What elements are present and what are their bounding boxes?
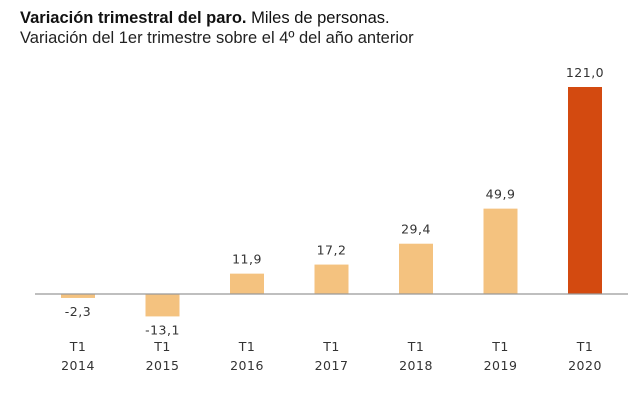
- bar-2014: [61, 294, 95, 298]
- chart-title-bold: Variación trimestral del paro.: [20, 9, 247, 27]
- x-tick-labels-group: T1 2014 T1 2015 T1 2016 T1 2017 T1 2018 T1 2019 T1 20…: [61, 339, 602, 373]
- value-label-2017: 17,2: [317, 243, 347, 258]
- x-tick-quarter-2015: T1: [153, 339, 171, 354]
- value-label-2014: -2,3: [65, 304, 91, 319]
- chart-title-units: Miles de personas.: [251, 9, 390, 27]
- x-tick-year-2019: 2019: [484, 358, 518, 373]
- bar-2016: [230, 273, 264, 294]
- x-tick-quarter-2014: T1: [69, 339, 87, 354]
- chart-subtitle: Variación del 1er trimestre sobre el 4º …: [20, 29, 414, 47]
- value-label-2019: 49,9: [486, 187, 516, 202]
- bar-2017: [314, 264, 349, 294]
- value-label-2018: 29,4: [401, 222, 431, 237]
- x-tick-quarter-2020: T1: [576, 339, 594, 354]
- x-tick-quarter-2017: T1: [322, 339, 340, 354]
- bar-2019: [483, 208, 518, 294]
- value-label-2015: -13,1: [145, 322, 180, 337]
- x-tick-quarter-2019: T1: [491, 339, 509, 354]
- value-label-2016: 11,9: [232, 252, 262, 267]
- bars-group: [61, 87, 602, 317]
- x-tick-year-2014: 2014: [61, 358, 95, 373]
- x-tick-year-2016: 2016: [230, 358, 264, 373]
- bar-2015: [145, 294, 180, 317]
- bar-2018: [399, 243, 433, 294]
- x-tick-year-2017: 2017: [315, 358, 349, 373]
- value-label-2020: 121,0: [566, 65, 604, 80]
- x-tick-year-2020: 2020: [568, 358, 602, 373]
- chart-title: Variación trimestral del paro. Miles de …: [20, 8, 390, 28]
- value-labels-group: -2,3 -13,1 11,9 17,2 29,4 49,9 121,0: [65, 65, 604, 337]
- x-tick-quarter-2018: T1: [407, 339, 425, 354]
- x-tick-year-2015: 2015: [146, 358, 180, 373]
- x-tick-year-2018: 2018: [399, 358, 433, 373]
- x-tick-quarter-2016: T1: [238, 339, 256, 354]
- bar-2020: [568, 87, 602, 294]
